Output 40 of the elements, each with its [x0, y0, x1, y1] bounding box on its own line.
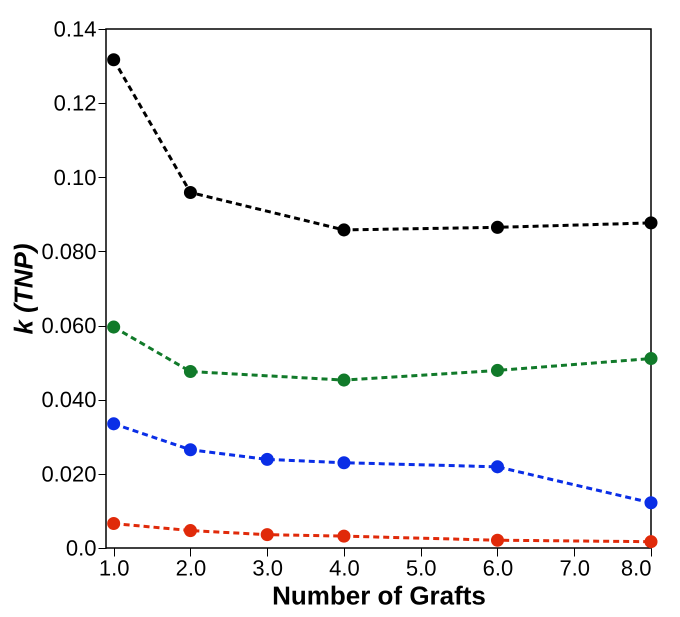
point: [260, 528, 274, 542]
point: [107, 517, 120, 530]
point: [490, 220, 504, 234]
point: [107, 320, 120, 334]
point: [337, 456, 350, 470]
point: [490, 364, 504, 377]
point: [644, 535, 658, 548]
point: [644, 496, 658, 510]
y-tick-label: 0.040: [41, 387, 96, 412]
x-tick-label: 6.0: [482, 556, 514, 580]
point: [260, 452, 274, 466]
x-tick-label: 7.0: [559, 556, 590, 580]
x-tick-label: 5.0: [406, 556, 437, 580]
y-tick-label: 0.020: [41, 461, 96, 486]
y-tick-label: 0.080: [41, 238, 96, 264]
y-axis-title: k (TNP): [8, 244, 38, 334]
x-tick-label: 4.0: [329, 556, 360, 580]
y-tick-label: 0.10: [54, 164, 96, 190]
point: [644, 352, 658, 366]
x-tick-label: 2.0: [176, 556, 206, 580]
y-tick-label: 0.0: [66, 536, 96, 560]
x-tick-label: 8.0: [620, 556, 652, 580]
point: [490, 460, 504, 474]
point: [337, 223, 350, 236]
y-tick-label: 0.12: [54, 90, 96, 116]
y-tick-label: 0.060: [41, 313, 96, 338]
point: [490, 534, 504, 547]
point: [184, 365, 197, 378]
point: [184, 186, 197, 199]
x-axis-title: Number of Grafts: [272, 580, 486, 610]
point: [184, 524, 197, 538]
x-tick-label: 1.0: [98, 556, 130, 580]
y-tick-label: 0.14: [54, 16, 96, 42]
point: [184, 443, 197, 456]
point: [107, 417, 120, 430]
point: [337, 530, 350, 543]
point: [644, 216, 658, 230]
point: [107, 53, 120, 66]
x-tick-label: 3.0: [252, 556, 283, 580]
point: [337, 374, 350, 387]
